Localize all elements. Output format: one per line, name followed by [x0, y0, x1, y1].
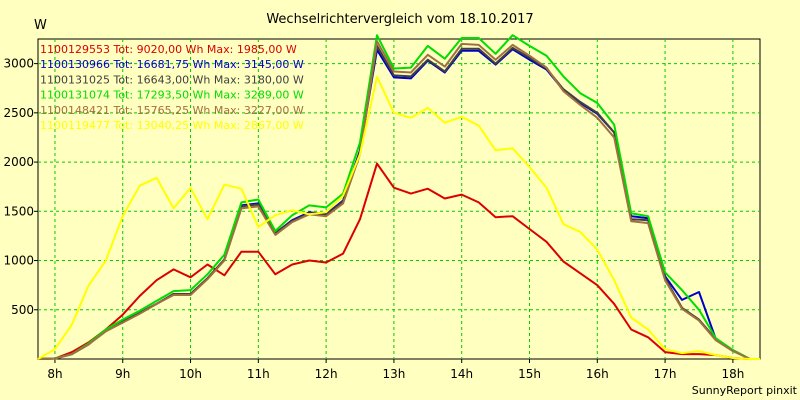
legend-entry-4: 1100131074 Tot: 17293,50 Wh Max: 3289,00…: [40, 89, 304, 102]
series-lines: [37, 34, 760, 360]
x-tick-label: 12h: [315, 367, 338, 381]
credit-label: SunnyReport pinxit: [692, 384, 798, 397]
y-tick-label: 2500: [3, 106, 34, 120]
x-tick-label: 15h: [518, 367, 541, 381]
x-tick-label: 14h: [450, 367, 473, 381]
legend: 1100129553 Tot: 9020,00 Wh Max: 1985,00 …: [40, 43, 304, 132]
x-tick-label: 10h: [179, 367, 202, 381]
y-tick-label: 2000: [3, 155, 34, 169]
x-tick-label: 8h: [47, 367, 62, 381]
y-axis-unit: W: [34, 18, 47, 33]
legend-entry-1: 1100129553 Tot: 9020,00 Wh Max: 1985,00 …: [40, 43, 297, 56]
chart-title: Wechselrichtervergleich vom 18.10.2017: [266, 12, 533, 27]
plot-frame: [37, 38, 761, 360]
y-tick-label: 1500: [3, 204, 34, 218]
y-tick-label: 1000: [3, 254, 34, 268]
legend-entry-2: 1100130966 Tot: 16681,75 Wh Max: 3145,00…: [40, 58, 304, 71]
legend-entry-6: 1100119477 Tot: 13040,25 Wh Max: 2867,00…: [40, 119, 304, 132]
x-tick-label: 16h: [586, 367, 609, 381]
x-tick-label: 17h: [654, 367, 677, 381]
series-line-5: [37, 40, 760, 360]
x-tick-label: 18h: [721, 367, 744, 381]
legend-entry-3: 1100131025 Tot: 16643,00 Wh Max: 3180,00…: [40, 73, 304, 86]
x-tick-label: 11h: [247, 367, 270, 381]
x-axis-ticks: 8h 9h 10h 11h 12h 13h 14h 15h 16h 17h 18h: [47, 359, 744, 381]
legend-entry-5: 1100148421 Tot: 15765,25 Wh Max: 3227,00…: [40, 104, 304, 117]
grid: [38, 39, 760, 359]
series-line-1: [37, 162, 760, 360]
x-tick-label: 13h: [382, 367, 405, 381]
y-axis-ticks: 500 1000 1500 2000 2500 3000: [3, 57, 38, 317]
series-line-6: [37, 75, 760, 360]
series-line-4: [37, 34, 760, 360]
y-tick-label: 500: [11, 303, 34, 317]
y-tick-label: 3000: [3, 57, 34, 71]
x-tick-label: 9h: [115, 367, 130, 381]
